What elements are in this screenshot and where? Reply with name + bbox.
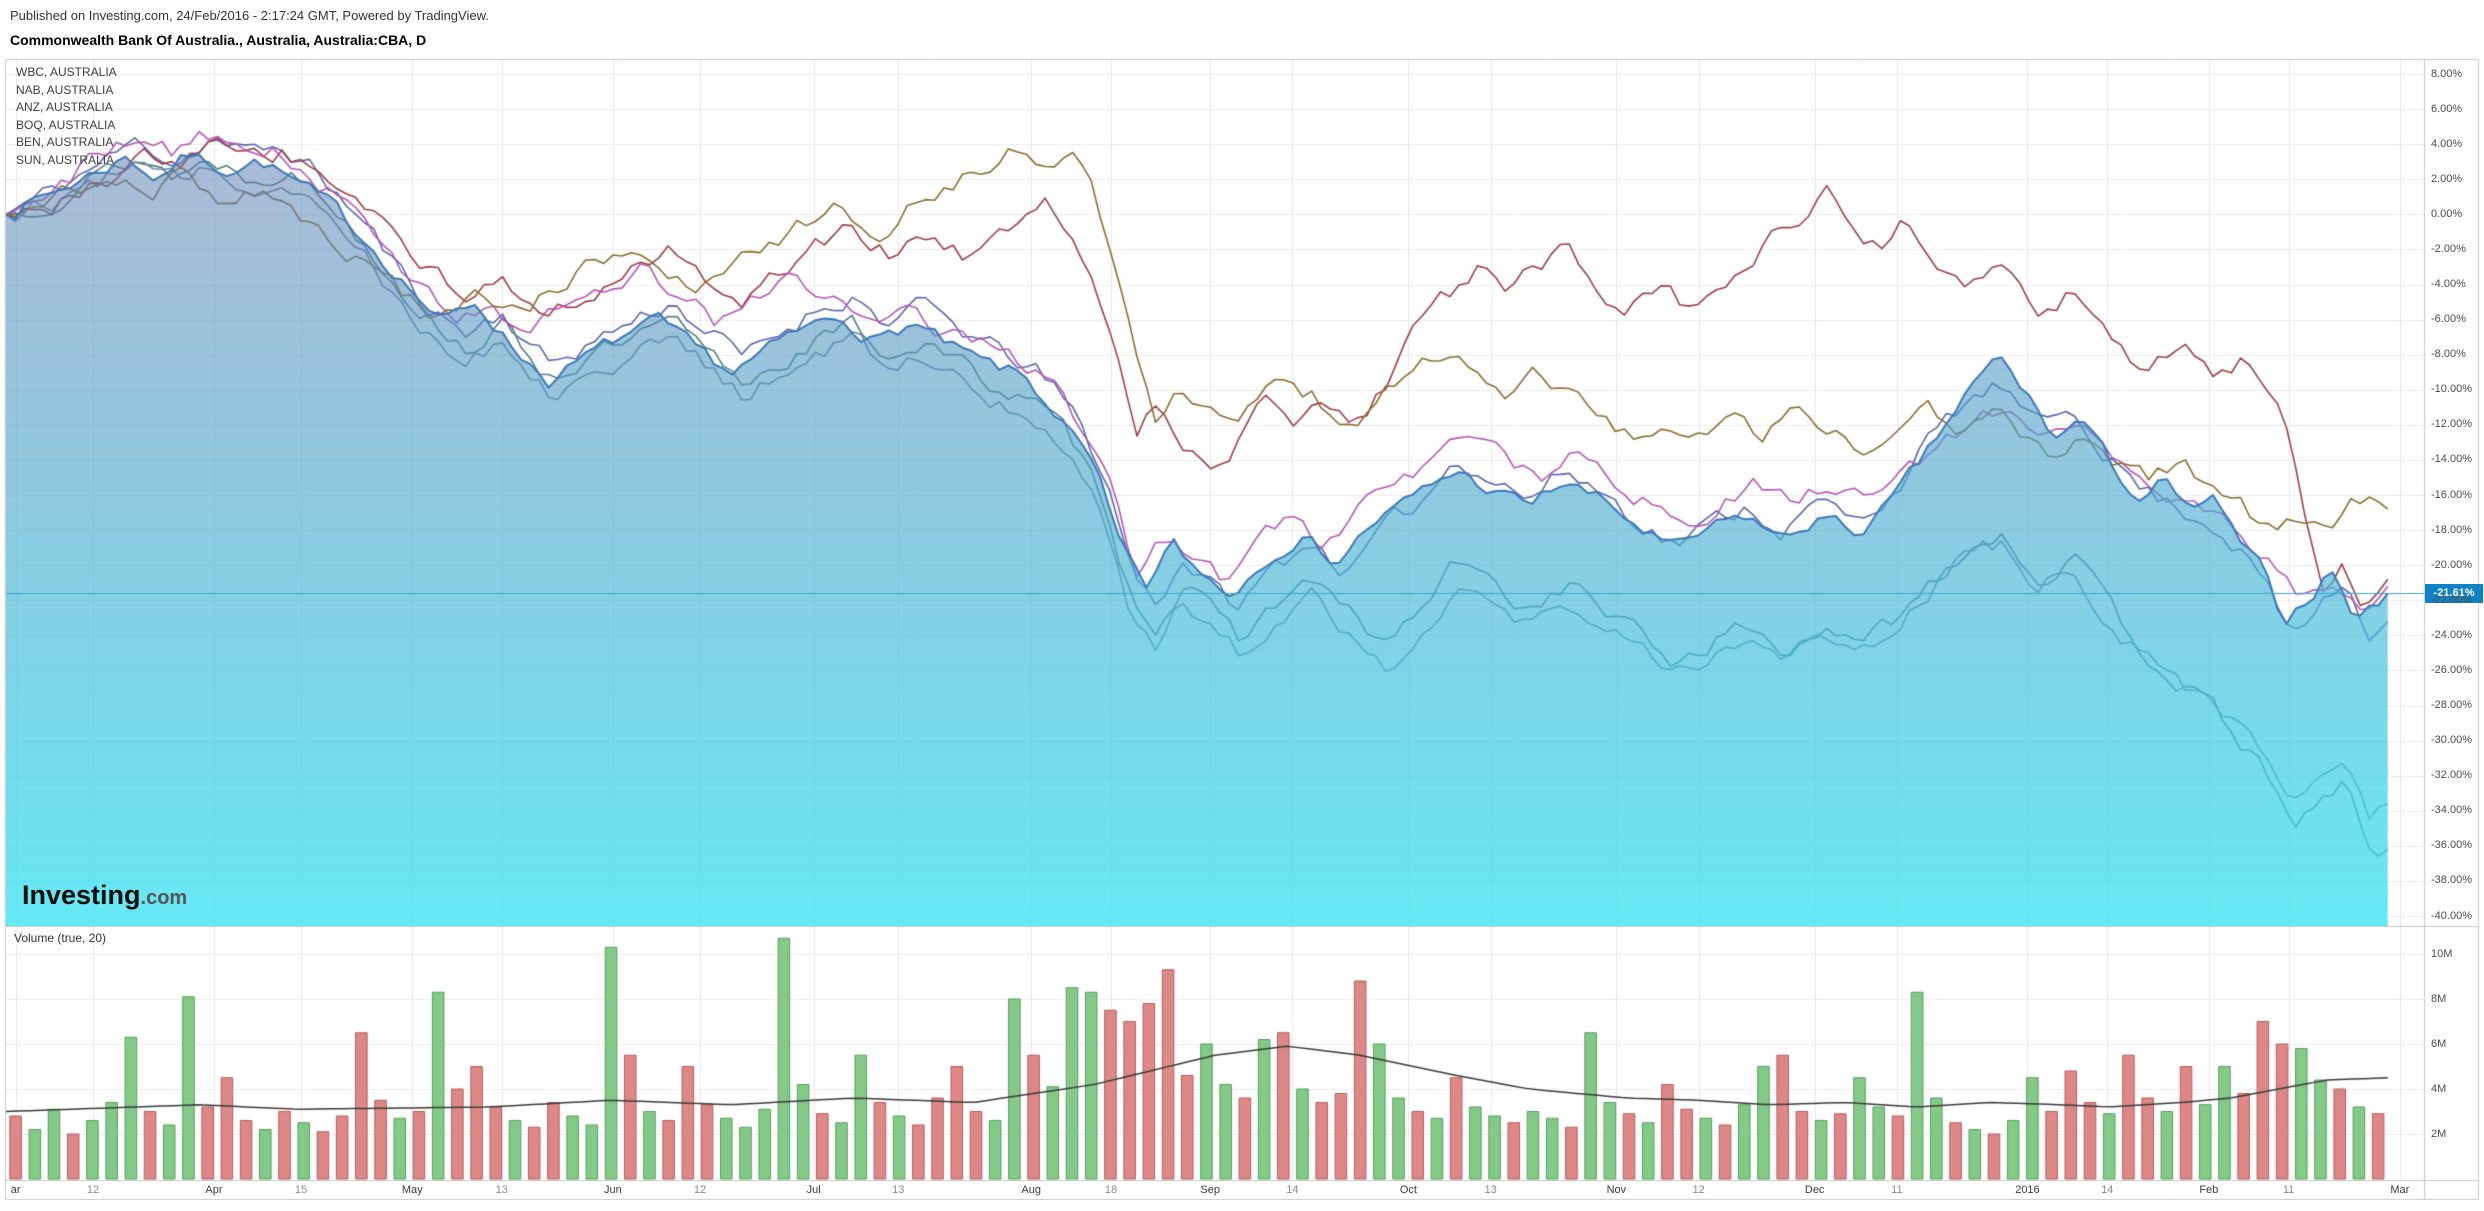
time-tick-label: Dec	[1804, 1184, 1825, 1196]
legend-item-sun: SUN, AUSTRALIA	[16, 152, 115, 167]
price-tick-label: 4.00%	[2431, 137, 2463, 150]
volume-tick-label: 6M	[2431, 1037, 2447, 1050]
time-tick-label: Apr	[205, 1184, 223, 1196]
volume-tick-label: 2M	[2431, 1127, 2447, 1140]
investing-logo-suffix: .com	[140, 887, 188, 909]
price-tick-label: -32.00%	[2431, 769, 2472, 782]
price-tick-label: -38.00%	[2431, 874, 2472, 887]
price-tick-label: -12.00%	[2431, 418, 2472, 431]
price-tick-label: -28.00%	[2431, 699, 2472, 711]
chart-title: Commonwealth Bank Of Australia., Austral…	[10, 32, 427, 48]
time-tick-label: 13	[1484, 1184, 1497, 1196]
legend-item-nab: NAB, AUSTRALIA	[16, 82, 114, 97]
legend-item-anz: ANZ, AUSTRALIA	[16, 100, 113, 114]
time-tick-label: 14	[2101, 1184, 2114, 1196]
time-tick-label: Aug	[1021, 1184, 1042, 1196]
time-tick-label: 12	[693, 1184, 707, 1196]
time-tick-label: May	[401, 1184, 423, 1196]
price-tick-label: -20.00%	[2431, 558, 2472, 571]
time-tick-label: 15	[294, 1184, 308, 1196]
legend-item-boq: BOQ, AUSTRALIA	[16, 117, 116, 132]
last-value-badge: -21.61%	[2425, 583, 2483, 603]
legend-item-ben: BEN, AUSTRALIA	[16, 135, 114, 149]
price-tick-label: 8.00%	[2431, 67, 2463, 80]
price-tick-label: -22.00%	[2431, 593, 2472, 606]
compare-legend: WBC, AUSTRALIA NAB, AUSTRALIA ANZ, AUSTRAL…	[16, 64, 117, 169]
time-tick-label: 13	[495, 1184, 508, 1196]
price-tick-label: -14.00%	[2431, 453, 2472, 466]
price-tick-label: -10.00%	[2431, 383, 2472, 396]
price-tick-label: 6.00%	[2431, 102, 2463, 115]
price-tick-label: 2.00%	[2431, 172, 2463, 185]
volume-tick-label: 8M	[2431, 992, 2447, 1005]
price-tick-label: 0.00%	[2431, 207, 2463, 220]
price-tick-label: -40.00%	[2431, 909, 2472, 922]
price-tick-label: -8.00%	[2431, 348, 2466, 361]
time-tick-label: 13	[892, 1184, 905, 1196]
investing-logo: Investing.com	[22, 880, 187, 911]
price-tick-label: -24.00%	[2431, 628, 2472, 641]
time-tick-label: ar	[10, 1184, 21, 1196]
legend-item-wbc: WBC, AUSTRALIA	[16, 65, 117, 79]
time-tick-label: 11	[2282, 1184, 2295, 1196]
price-tick-label: -6.00%	[2431, 313, 2466, 326]
time-tick-label: Sep	[1200, 1184, 1220, 1196]
time-tick-label: Jun	[604, 1184, 622, 1196]
price-tick-label: -30.00%	[2431, 734, 2472, 747]
price-tick-label: -34.00%	[2431, 804, 2472, 817]
time-tick-label: 12	[1692, 1184, 1705, 1196]
time-tick-label: Mar	[2390, 1184, 2410, 1196]
volume-indicator-label: Volume (true, 20)	[14, 931, 107, 945]
time-tick-label: 11	[1891, 1184, 1903, 1196]
time-tick-label: 12	[86, 1184, 100, 1196]
price-tick-label: -36.00%	[2431, 839, 2472, 852]
published-line: Published on Investing.com, 24/Feb/2016 …	[10, 8, 489, 23]
time-tick-label: 2016	[2015, 1184, 2040, 1196]
time-tick-label: 14	[1286, 1184, 1299, 1196]
time-tick-label: 18	[1104, 1184, 1118, 1196]
time-tick-label: Feb	[2199, 1184, 2219, 1196]
price-tick-label: -4.00%	[2431, 278, 2466, 290]
price-tick-label: -26.00%	[2431, 663, 2472, 676]
time-tick-label: Nov	[1606, 1184, 1627, 1196]
investing-logo-text: Investing	[22, 880, 141, 910]
time-tick-label: Jul	[806, 1184, 821, 1196]
volume-tick-label: 10M	[2431, 947, 2453, 960]
volume-tick-label: 4M	[2431, 1082, 2447, 1095]
price-tick-label: -2.00%	[2431, 242, 2466, 255]
price-tick-label: -16.00%	[2431, 488, 2472, 501]
time-tick-label: Oct	[1399, 1184, 1417, 1196]
price-tick-label: -18.00%	[2431, 523, 2472, 536]
